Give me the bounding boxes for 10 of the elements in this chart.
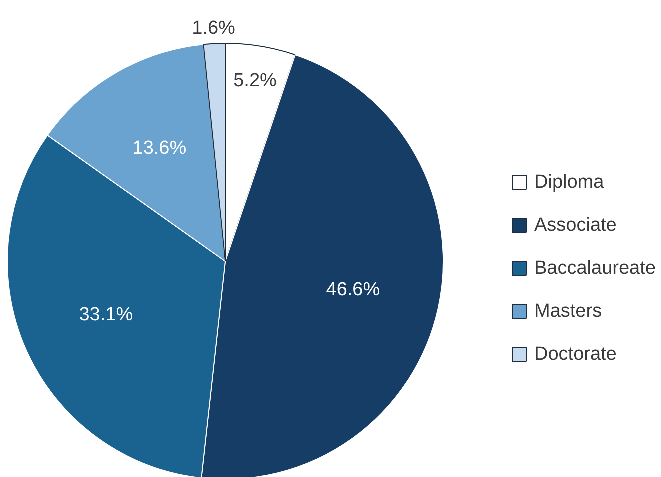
- legend-label: Associate: [534, 215, 617, 236]
- legend-label: Masters: [534, 301, 602, 322]
- legend-label: Baccalaureate: [534, 258, 656, 279]
- legend-label: Diploma: [534, 172, 605, 193]
- data-label: 13.6%: [132, 138, 187, 159]
- data-label: 1.6%: [192, 18, 236, 40]
- legend-label: Doctorate: [534, 344, 617, 365]
- data-label: 46.6%: [326, 279, 380, 300]
- data-label: 5.2%: [234, 70, 278, 92]
- data-label: 33.1%: [79, 304, 134, 326]
